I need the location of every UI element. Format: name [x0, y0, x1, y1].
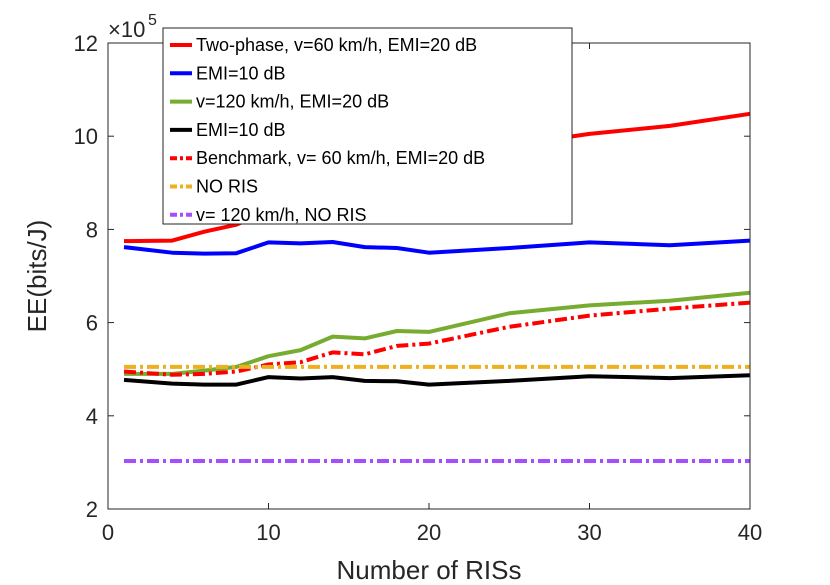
x-tick-label: 30	[577, 520, 601, 545]
legend-label-5: Benchmark, v= 60 km/h, EMI=20 dB	[196, 148, 485, 168]
x-tick-label: 0	[102, 520, 114, 545]
y-exponent-power: 5	[148, 12, 157, 29]
series-line-3	[124, 290, 751, 376]
ticks-layer: 0 10 20 30 40 2 4 6 8 10 12	[74, 31, 763, 545]
y-tick-label: 6	[86, 311, 98, 336]
y-tick-label: 8	[86, 217, 98, 242]
legend-box	[162, 27, 573, 225]
legend-label-7: v= 120 km/h, NO RIS	[196, 205, 367, 225]
x-tick-label: 40	[738, 520, 762, 545]
x-tick-label: 20	[417, 520, 441, 545]
legend-label-4: EMI=10 dB	[196, 120, 286, 140]
series-line-5	[123, 300, 751, 377]
legend-label-3: v=120 km/h, EMI=20 dB	[196, 92, 389, 112]
y-tick-label: 12	[74, 31, 98, 56]
legend-label-6: NO RIS	[196, 177, 258, 197]
x-axis-label: Number of RISs	[337, 555, 522, 585]
y-tick-label: 2	[86, 497, 98, 522]
x-tick-label: 10	[256, 520, 280, 545]
series-line-4	[123, 373, 751, 387]
legend-label-1: Two-phase, v=60 km/h, EMI=20 dB	[196, 35, 477, 55]
y-tick-label: 4	[86, 404, 98, 429]
y-exponent-base: ×10	[108, 17, 145, 42]
legend: Two-phase, v=60 km/h, EMI=20 dB EMI=10 dB…	[162, 27, 573, 225]
y-tick-label: 10	[74, 124, 98, 149]
series-line-2	[123, 238, 751, 256]
legend-label-2: EMI=10 dB	[196, 63, 286, 83]
y-axis-label: EE(bits/J)	[22, 220, 52, 333]
